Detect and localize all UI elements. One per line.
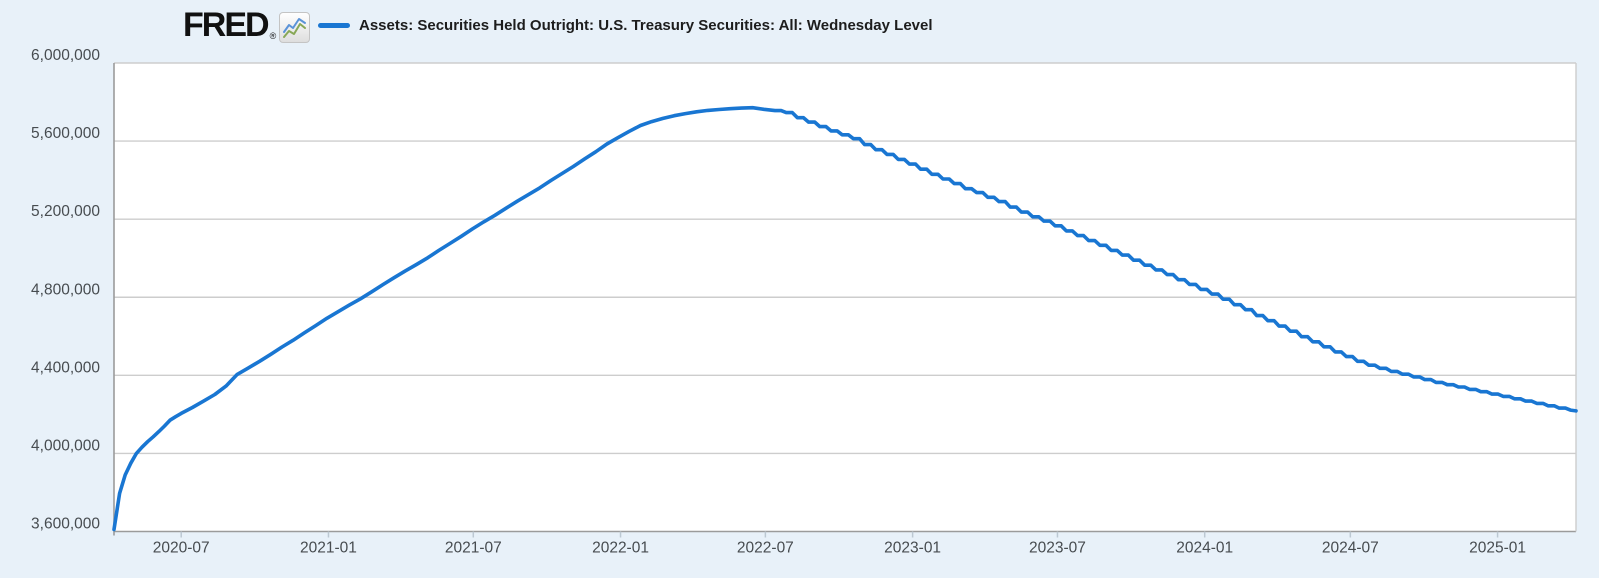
- x-axis-tick-label: 2021-01: [300, 540, 357, 557]
- x-axis-tick-label: 2020-07: [153, 540, 210, 557]
- data-line: [112, 105, 1578, 532]
- x-axis-tick-label: 2025-01: [1469, 540, 1526, 557]
- gridlines: [114, 62, 1576, 533]
- y-axis-tick-label: 4,400,000: [31, 359, 100, 376]
- y-axis-tick-label: 5,600,000: [31, 125, 100, 142]
- x-axis-tick-label: 2021-07: [445, 540, 502, 557]
- x-axis-tick-label: 2022-01: [592, 540, 649, 557]
- x-axis-tick-label: 2024-01: [1176, 540, 1233, 557]
- legend: Assets: Securities Held Outright: U.S. T…: [318, 17, 933, 34]
- x-axis-tick-label: 2024-07: [1322, 540, 1379, 557]
- fred-logo[interactable]: FRED ®: [183, 6, 311, 44]
- x-axis-tick-label: 2022-07: [737, 540, 794, 557]
- y-axis-tick-label: 3,600,000: [31, 516, 100, 533]
- chart-header: FRED ® Assets: Securities Held Outright:…: [0, 0, 1599, 52]
- x-axis-labels: 2020-07 2021-01 2021-07 2022-01 2022-07 2023-…: [153, 531, 1526, 557]
- y-axis-tick-label: 6,000,000: [31, 47, 100, 64]
- fred-logo-text: FRED: [183, 6, 270, 44]
- y-axis-tick-label: 4,800,000: [31, 281, 100, 298]
- registered-trademark: ®: [269, 31, 277, 41]
- x-axis-tick-label: 2023-07: [1029, 540, 1086, 557]
- legend-line-swatch: [318, 23, 350, 28]
- y-axis-tick-label: 4,000,000: [31, 437, 100, 454]
- legend-label: Assets: Securities Held Outright: U.S. T…: [359, 17, 933, 34]
- fred-sparkline-icon: [279, 12, 311, 43]
- y-axis-labels: 6,000,000 5,600,000 5,200,000 4,800,000 4,40…: [31, 47, 100, 533]
- y-axis-tick-label: 5,200,000: [31, 203, 100, 220]
- x-axis-tick-label: 2023-01: [884, 540, 941, 557]
